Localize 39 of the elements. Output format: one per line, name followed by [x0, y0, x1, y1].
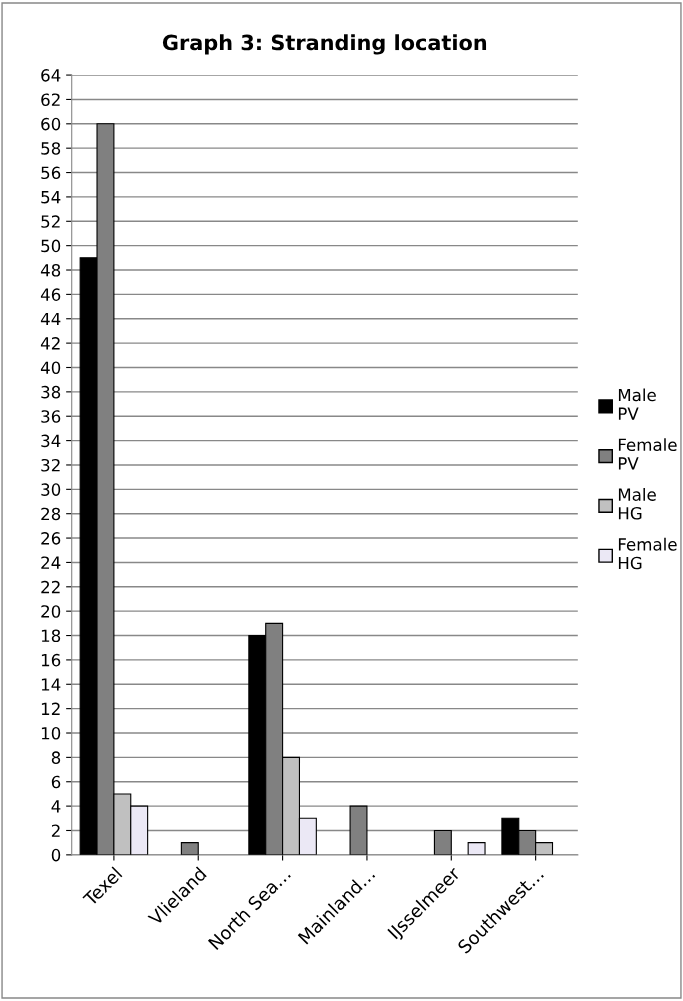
y-tick-label: 40: [40, 361, 61, 375]
y-tick-label: 10: [41, 726, 61, 740]
y-tick-label: 4: [51, 800, 61, 813]
y-tick-label: 58: [41, 142, 61, 155]
y-tick-label: 62: [41, 93, 60, 107]
y-tick-label: 26: [41, 532, 61, 545]
y-tick-label: 34: [41, 434, 61, 448]
y-tick-label: 14: [41, 678, 61, 691]
y-tick-label: 60: [41, 117, 61, 131]
y-tick-label: 12: [41, 702, 60, 715]
y-tick-label: 52: [41, 215, 60, 228]
y-tick-label: 30: [41, 483, 61, 496]
y-tick-label: 18: [41, 629, 61, 643]
y-tick-label: 42: [40, 337, 60, 350]
y-tick-label: 6: [51, 775, 61, 789]
y-tick-label: 2: [51, 824, 60, 837]
chart-title: Graph 3: Stranding location: [162, 34, 487, 55]
y-tick-label: 36: [41, 410, 61, 423]
y-tick-label: 0: [51, 848, 61, 862]
y-tick-label: 44: [40, 312, 61, 326]
y-tick-label: 24: [41, 556, 61, 569]
y-tick-label: 46: [40, 288, 61, 301]
y-tick-label: 20: [41, 605, 61, 618]
y-tick-label: 8: [51, 751, 61, 764]
y-tick-label: 16: [41, 653, 61, 667]
y-tick-label: 32: [41, 458, 60, 472]
legend-label: Male PV: [618, 388, 656, 420]
bar: [467, 842, 486, 855]
y-tick-label: 38: [41, 385, 61, 399]
legend-label: Male HG: [618, 487, 656, 520]
y-tick-label: 22: [41, 580, 60, 594]
y-tick-label: 28: [41, 507, 61, 521]
y-tick-label: 54: [41, 191, 61, 204]
legend-label: Female HG: [618, 537, 677, 570]
y-tick-label: 48: [40, 263, 61, 277]
y-tick-label: 56: [41, 166, 61, 180]
y-tick-label: 64: [41, 69, 61, 82]
legend-label: Female PV: [618, 438, 677, 470]
y-tick-label: 50: [41, 239, 61, 253]
